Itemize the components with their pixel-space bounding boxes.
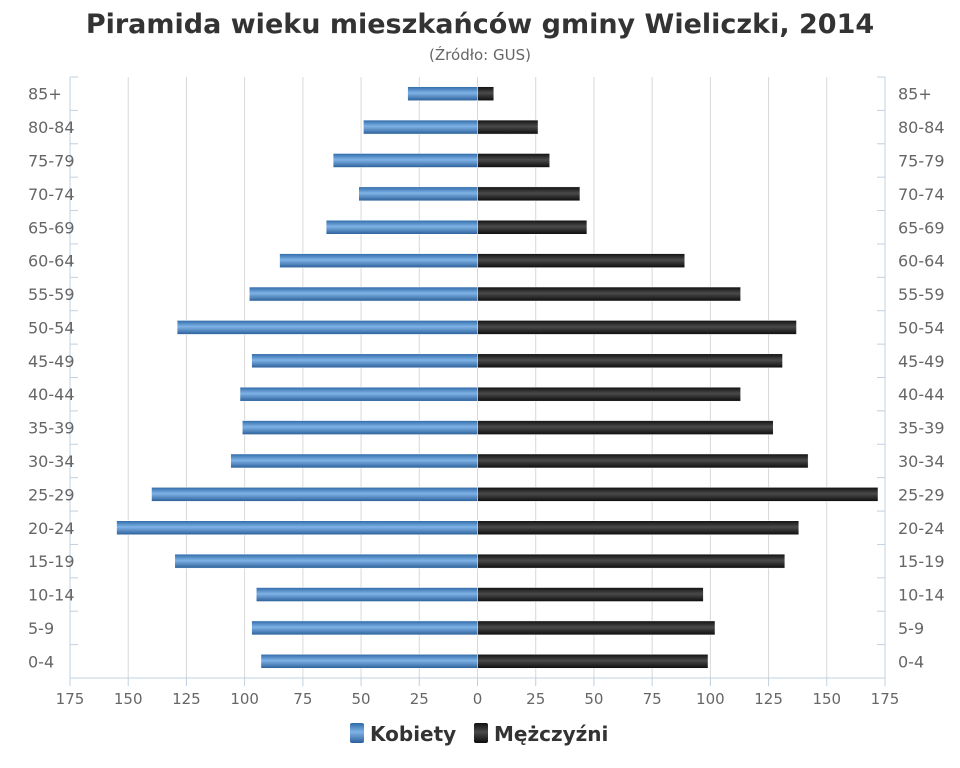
bar-kobiety-13[interactable] [116,520,478,535]
bar-series2-12[interactable] [477,487,879,502]
bar-kobiety-2[interactable] [332,153,478,168]
category-label-right: 20-24 [898,519,945,538]
x-tick-label: 100 [230,690,259,708]
bar-series2-16[interactable] [477,620,716,636]
x-tick-label: 50 [584,690,603,708]
category-label-right: 5-9 [898,619,924,638]
x-tick-label: 25 [526,690,545,708]
bar-kobiety-3[interactable] [358,186,478,202]
bars [116,86,879,669]
category-label-left: 60-64 [28,252,75,271]
bar-kobiety-12[interactable] [151,487,478,502]
bar-kobiety-1[interactable] [363,119,478,135]
bar-series2-1[interactable] [477,119,539,135]
category-label-right: 85+ [898,85,932,104]
category-label-right: 0-4 [898,652,924,671]
chart-subtitle: (Źródło: GUS) [429,45,531,64]
category-label-right: 30-34 [898,452,945,471]
legend[interactable]: Kobiety Mężczyźni [350,722,608,746]
bar-series2-8[interactable] [477,353,783,369]
bar-kobiety-16[interactable] [251,620,478,636]
x-tick-label: 25 [410,690,429,708]
bar-series2-10[interactable] [477,420,774,435]
category-label-left: 80-84 [28,118,75,137]
x-tick-label: 175 [871,690,900,708]
x-tick-label: 125 [172,690,201,708]
category-label-left: 40-44 [28,385,75,404]
category-label-right: 50-54 [898,318,945,337]
bar-series2-11[interactable] [477,453,809,469]
bar-kobiety-17[interactable] [260,654,478,669]
x-tick-label: 150 [114,690,143,708]
x-tick-label: 50 [352,690,371,708]
category-label-left: 70-74 [28,185,75,204]
x-axis-ticks: 175 150 125 100 75 50 25 0 25 50 75 100 125 150 175 [56,678,900,708]
bar-kobiety-8[interactable] [251,353,478,369]
bar-kobiety-5[interactable] [279,253,478,268]
category-label-right: 10-14 [898,586,945,605]
bar-series2-2[interactable] [477,153,550,168]
bar-series2-17[interactable] [477,654,709,669]
legend-label[interactable]: Mężczyźni [494,722,608,746]
category-label-left: 0-4 [28,652,54,671]
category-label-left: 5-9 [28,619,54,638]
category-label-left: 35-39 [28,419,75,438]
grid-lines [127,77,828,678]
category-label-right: 25-29 [898,485,945,504]
category-label-right: 35-39 [898,419,945,438]
x-tick-label: 125 [754,690,783,708]
category-label-left: 15-19 [28,552,75,571]
category-label-right: 40-44 [898,385,945,404]
bar-series2-14[interactable] [477,553,786,569]
bar-series2-5[interactable] [477,253,685,268]
category-label-right: 70-74 [898,185,945,204]
bar-kobiety-10[interactable] [242,420,478,435]
bar-series2-6[interactable] [477,286,741,302]
bar-series2-0[interactable] [477,86,495,101]
category-label-left: 50-54 [28,318,75,337]
bar-series2-3[interactable] [477,186,581,202]
category-label-right: 80-84 [898,118,945,137]
category-label-right: 60-64 [898,252,945,271]
bar-kobiety-6[interactable] [249,286,478,302]
x-tick-label: 175 [56,690,85,708]
x-tick-label: 75 [643,690,662,708]
category-label-left: 85+ [28,85,62,104]
x-tick-label: 150 [812,690,841,708]
category-label-right: 15-19 [898,552,945,571]
category-label-left: 45-49 [28,352,75,371]
bar-series2-4[interactable] [477,220,588,235]
category-label-right: 45-49 [898,352,945,371]
category-label-left: 65-69 [28,218,75,237]
bar-series2-13[interactable] [477,520,800,535]
bar-kobiety-11[interactable] [230,453,478,469]
category-label-left: 75-79 [28,151,75,170]
legend-swatch [474,723,488,743]
category-label-left: 25-29 [28,485,75,504]
category-label-left: 55-59 [28,285,75,304]
bar-series2-15[interactable] [477,587,704,602]
bar-kobiety-4[interactable] [325,220,478,235]
category-label-right: 65-69 [898,218,945,237]
category-label-right: 55-59 [898,285,945,304]
bar-kobiety-15[interactable] [256,587,478,602]
chart-title: Piramida wieku mieszkańców gminy Wielicz… [86,9,874,40]
x-tick-label: 75 [293,690,312,708]
bar-kobiety-9[interactable] [239,386,478,402]
x-tick-label: 0 [473,690,483,708]
category-label-left: 20-24 [28,519,75,538]
category-label-right: 75-79 [898,151,945,170]
legend-swatch [350,723,364,743]
bar-kobiety-0[interactable] [407,86,478,101]
category-labels: 85+ 85+ 80-84 80-84 75-79 75-79 70-74 70-74 65-6… [28,85,945,672]
legend-label[interactable]: Kobiety [370,722,456,746]
category-label-left: 30-34 [28,452,75,471]
bar-series2-7[interactable] [477,320,797,335]
category-label-left: 10-14 [28,586,75,605]
bar-kobiety-7[interactable] [176,320,478,335]
bar-kobiety-14[interactable] [174,553,478,569]
bar-series2-9[interactable] [477,386,741,402]
x-tick-label: 100 [696,690,725,708]
